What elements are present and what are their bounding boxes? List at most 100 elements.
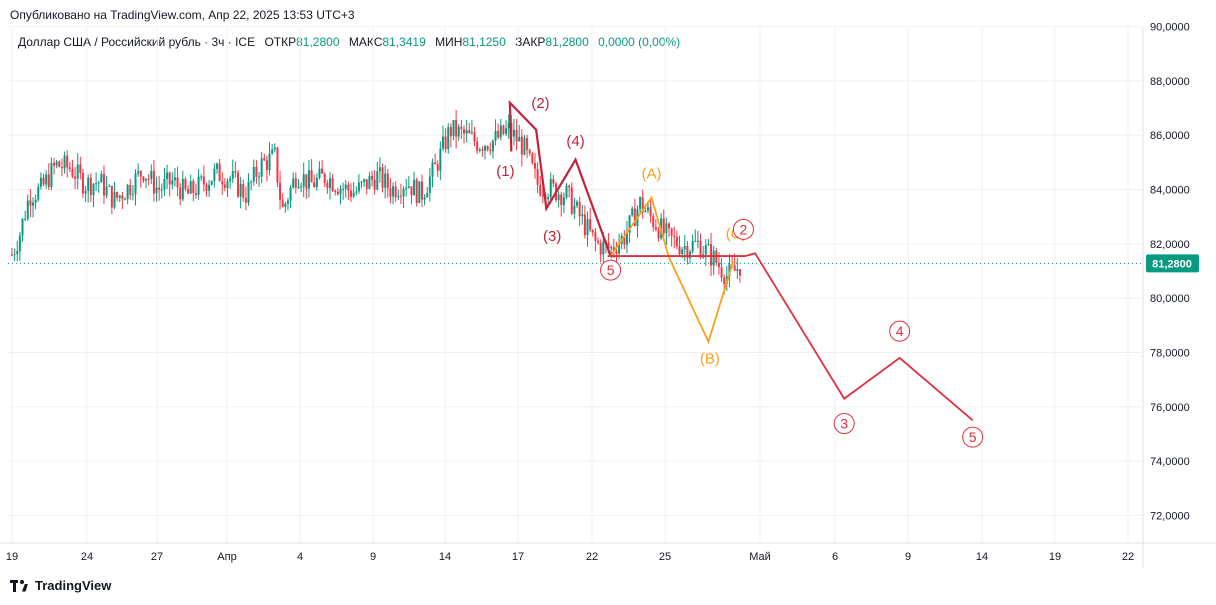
wave-label: (4)	[566, 133, 584, 150]
candle-body	[281, 199, 284, 207]
wave-circle-label: 5	[607, 262, 615, 278]
candle-body	[539, 184, 542, 195]
y-tick-label: 82,0000	[1150, 239, 1190, 251]
candle-body	[591, 229, 594, 233]
candle-body	[39, 177, 42, 187]
candle-body	[307, 170, 310, 189]
candle-body	[478, 149, 481, 151]
candle-body	[363, 179, 366, 182]
candle-body	[81, 172, 84, 194]
y-tick-label: 80,0000	[1150, 293, 1190, 305]
candle-body	[258, 176, 261, 178]
candle-body	[276, 147, 279, 183]
candle-body	[497, 131, 500, 138]
candle-body	[108, 185, 111, 187]
candle-body	[239, 183, 242, 197]
candle-body	[641, 197, 644, 213]
candle-body	[505, 128, 508, 134]
candle-body	[279, 182, 282, 200]
open-value: 81,2800	[296, 35, 340, 49]
candle-body	[350, 190, 353, 197]
candle-body	[187, 189, 190, 194]
tradingview-brand: TradingView	[35, 578, 112, 593]
candle-body	[263, 158, 266, 161]
candle-body	[247, 181, 250, 203]
symbol-name: Доллар США / Российский рубль · 3ч · ICE	[18, 35, 256, 49]
candle-body	[447, 127, 450, 150]
x-tick-label: 24	[81, 551, 93, 563]
open-label: ОТКР	[264, 35, 297, 49]
candle-body	[436, 164, 439, 171]
candle-body	[294, 178, 297, 188]
candle-body	[507, 123, 510, 129]
x-tick-label: 9	[370, 551, 376, 563]
candle-body	[231, 171, 234, 179]
wave-circle	[962, 426, 984, 448]
candle-body	[189, 181, 192, 194]
candle-body	[710, 244, 713, 266]
candle-body	[578, 201, 581, 217]
candle-body	[357, 182, 360, 192]
candle-body	[625, 232, 628, 245]
candle-body	[418, 181, 421, 203]
candle-body	[368, 176, 371, 189]
candle-body	[481, 149, 484, 151]
candle-body	[242, 183, 245, 198]
candle-body	[292, 178, 295, 188]
x-tick-label: 27	[151, 551, 163, 563]
candle-body	[95, 183, 98, 185]
candle-body	[526, 138, 529, 150]
candle-body	[376, 171, 379, 190]
candle-body	[723, 277, 726, 285]
high-value: 81,3419	[382, 35, 426, 49]
candle-body	[738, 269, 741, 276]
candle-body	[610, 247, 613, 249]
candle-body	[434, 162, 437, 165]
candle-body	[218, 163, 221, 182]
wave-label: (3)	[543, 228, 561, 245]
candle-body	[313, 182, 316, 188]
candle-body	[68, 167, 71, 169]
candle-body	[142, 176, 145, 181]
candle-body	[21, 219, 24, 236]
candle-body	[13, 254, 16, 256]
candle-body	[152, 170, 155, 194]
candle-body	[344, 184, 347, 189]
candle-body	[384, 173, 387, 188]
candle-body	[371, 176, 374, 180]
candle-body	[179, 187, 182, 200]
candle-body	[733, 265, 736, 271]
candle-body	[197, 176, 200, 195]
candle-body	[562, 197, 565, 206]
candle-body	[71, 168, 74, 177]
candle-body	[134, 173, 137, 195]
candle-body	[736, 269, 739, 271]
candle-body	[662, 218, 665, 234]
candle-body	[89, 177, 92, 196]
candle-body	[347, 184, 350, 191]
candle-body	[407, 186, 410, 188]
candle-body	[215, 163, 218, 169]
candle-body	[273, 147, 276, 150]
candle-body	[557, 194, 560, 201]
candle-body	[512, 129, 515, 137]
candle-body	[305, 174, 308, 189]
candle-body	[34, 199, 37, 203]
x-tick-label: 17	[512, 551, 524, 563]
candle-body	[166, 172, 169, 179]
last-price-label: 81,2800	[1152, 258, 1192, 270]
candle-body	[633, 208, 636, 227]
candle-body	[37, 186, 40, 200]
candle-body	[47, 174, 50, 188]
candle-body	[268, 153, 271, 171]
x-tick-label: 19	[1049, 551, 1061, 563]
candle-body	[194, 193, 197, 195]
candle-body	[66, 155, 69, 168]
candle-body	[594, 232, 597, 241]
candle-body	[484, 146, 487, 151]
candle-body	[87, 177, 90, 191]
y-tick-label: 90,0000	[1150, 22, 1190, 34]
candle-body	[576, 201, 579, 206]
candle-body	[168, 172, 171, 185]
